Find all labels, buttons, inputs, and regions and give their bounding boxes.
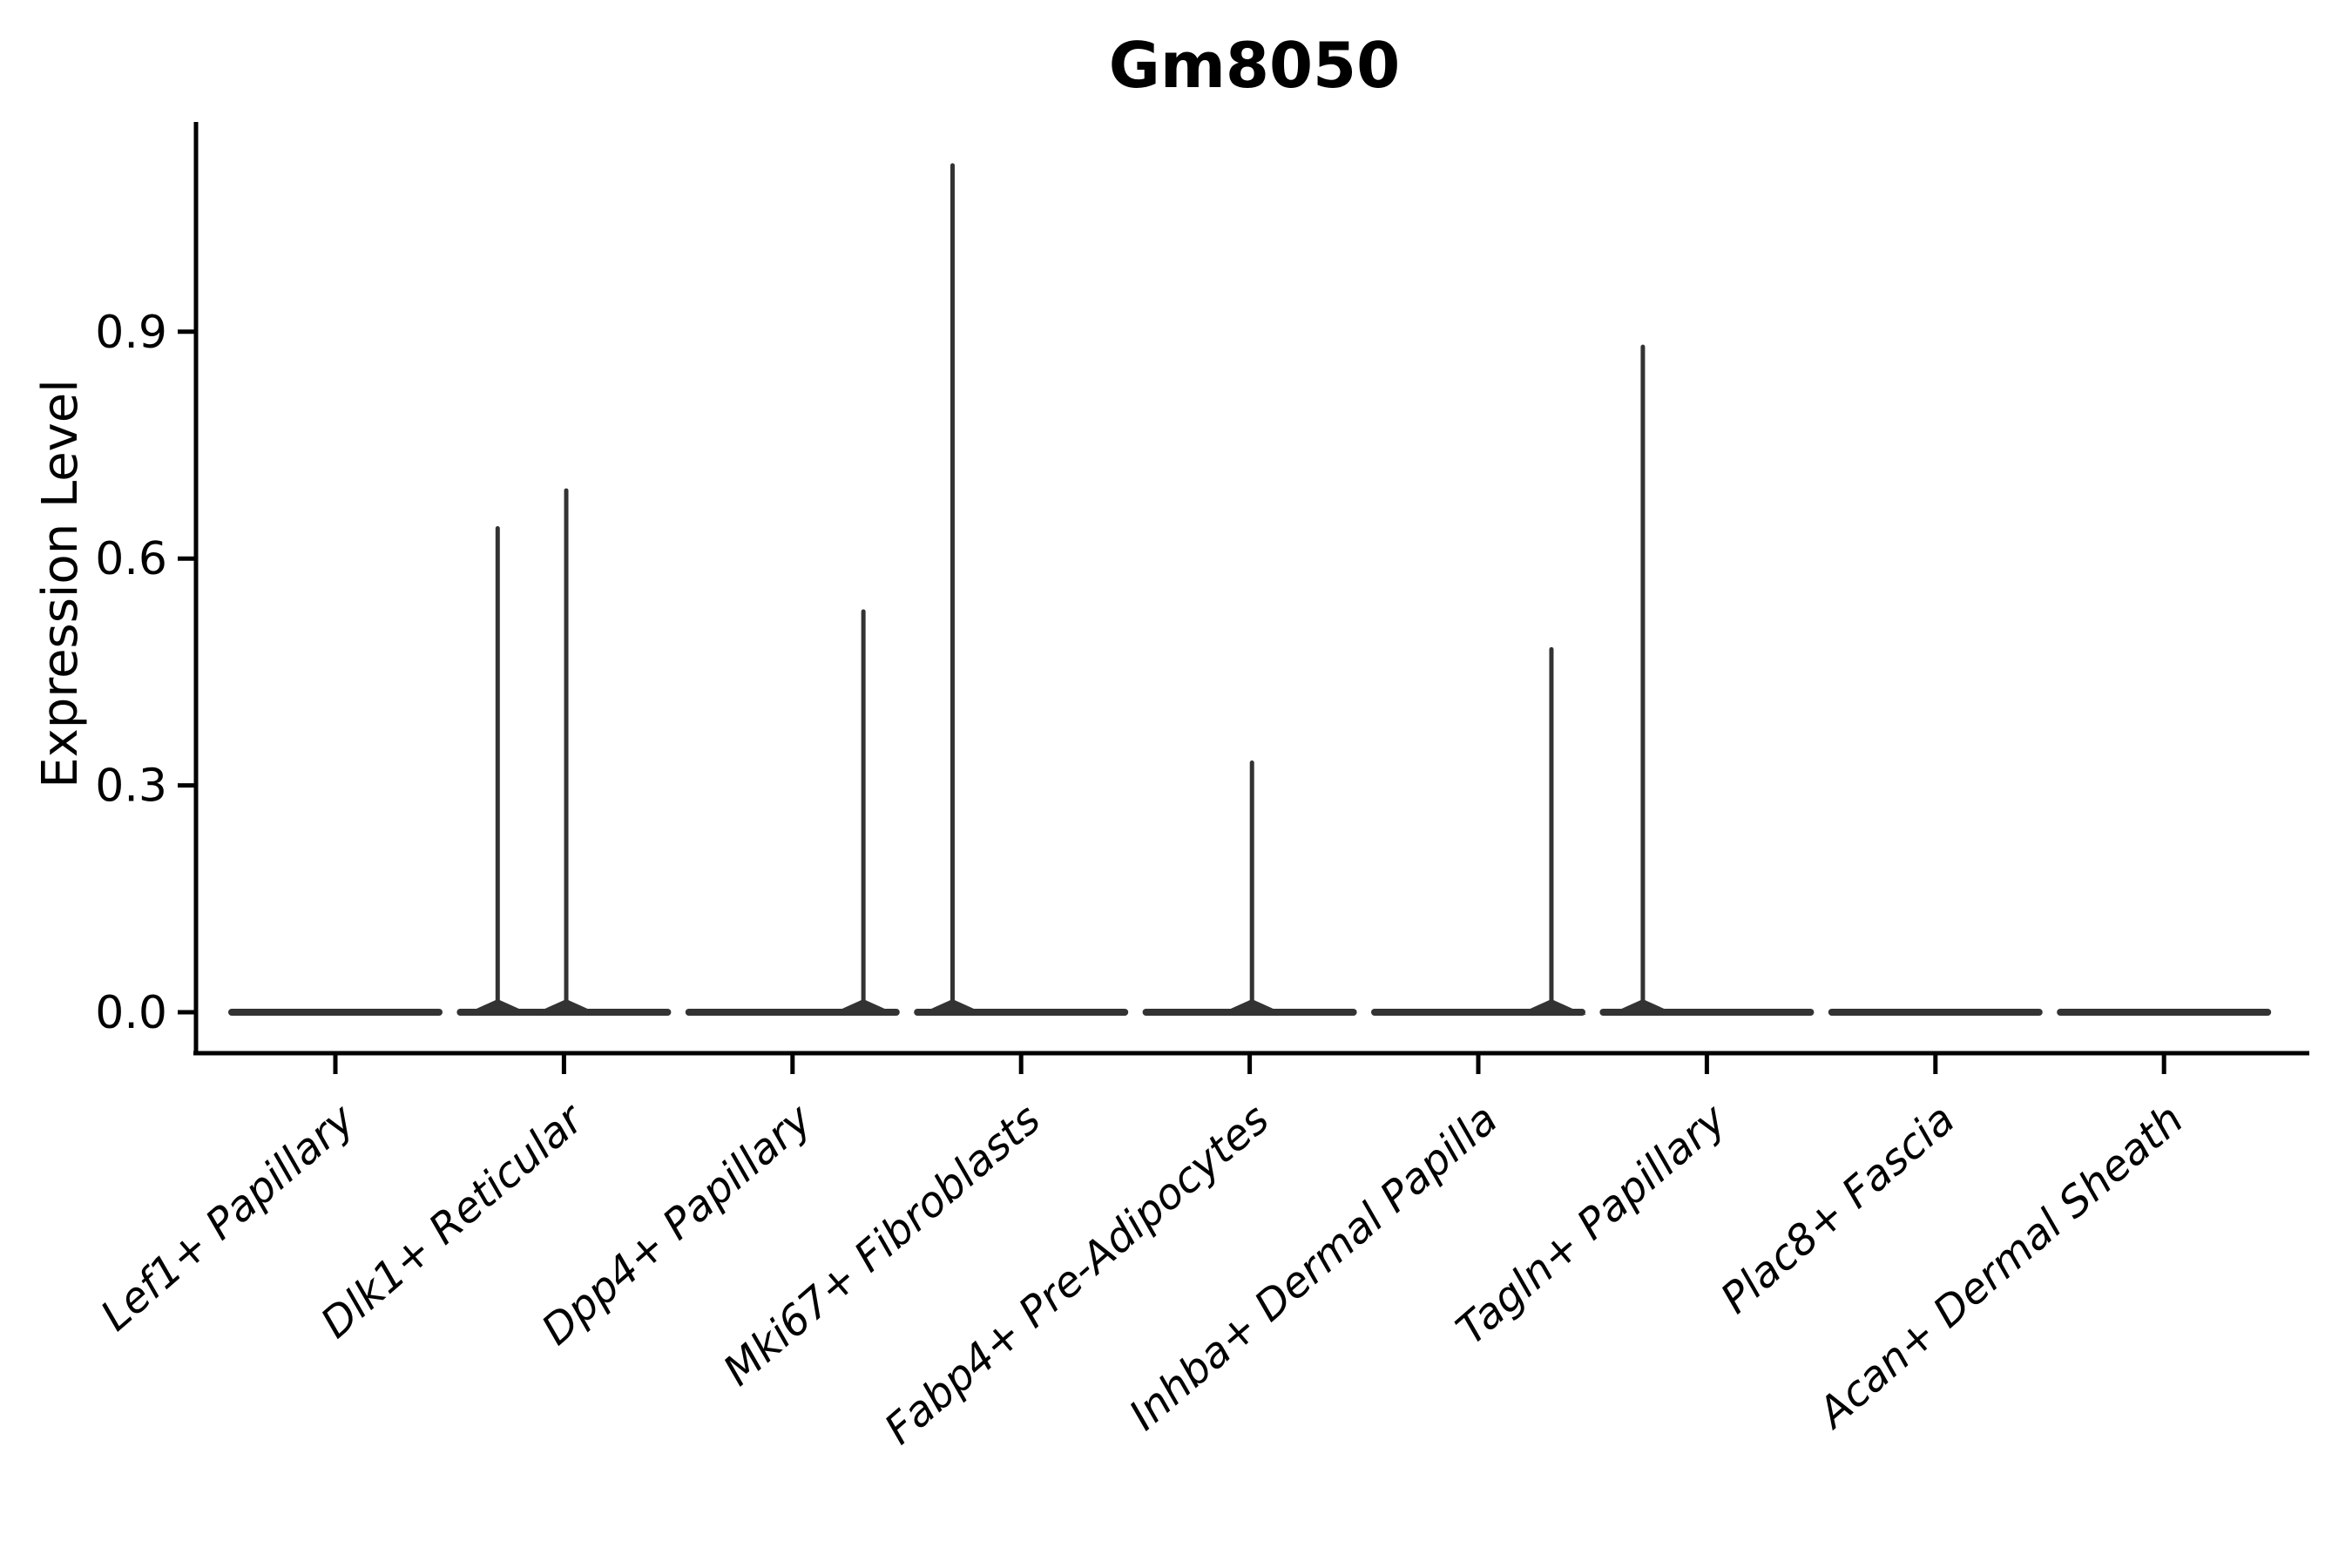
- y-axis-title: Expression Level: [32, 379, 89, 788]
- chart-title: Gm8050: [1109, 29, 1401, 102]
- violin: [914, 163, 1129, 1016]
- y-tick-label: 0.6: [95, 533, 167, 585]
- violin: [1371, 646, 1586, 1016]
- x-tick-label: Acan+ Dermal Sheath: [1808, 1095, 2193, 1439]
- y-tick-label: 0.9: [95, 307, 167, 359]
- violin: [1142, 760, 1357, 1016]
- x-tick-label: Fabp4+ Pre-Adipocytes: [875, 1095, 1279, 1454]
- violin: [685, 609, 900, 1016]
- violins: [228, 163, 2272, 1016]
- x-tick-label: Plac8+ Fascia: [1712, 1095, 1964, 1323]
- y-tick-label: 0.0: [95, 987, 167, 1039]
- violin: [456, 488, 672, 1016]
- x-tick-label: Inhba+ Dermal Papilla: [1120, 1095, 1507, 1440]
- violin: [1599, 344, 1815, 1016]
- y-tick-label: 0.3: [95, 760, 167, 813]
